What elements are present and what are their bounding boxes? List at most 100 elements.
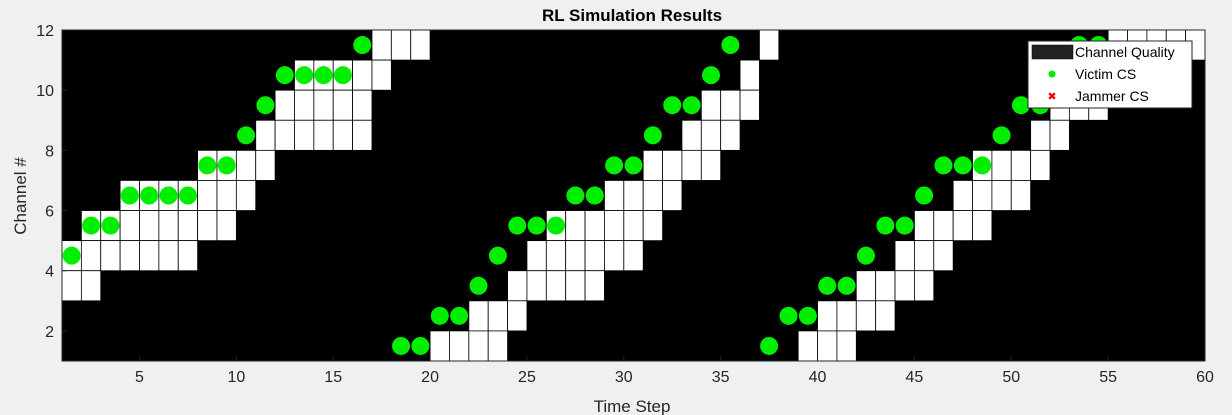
x-tick-label: 50 [1002, 369, 1020, 386]
channel-cell [855, 270, 877, 302]
channel-cell [487, 330, 508, 362]
channel-cell [642, 210, 663, 242]
channel-cell [197, 210, 218, 242]
channel-cell [875, 270, 896, 302]
channel-cell [545, 270, 567, 302]
victim-marker [721, 36, 740, 55]
x-tick-label: 35 [712, 369, 730, 386]
victim-marker [178, 186, 197, 205]
x-tick-label: 25 [518, 369, 536, 386]
channel-cell [700, 89, 722, 121]
channel-cell [313, 119, 334, 151]
victim-marker [837, 276, 856, 295]
channel-cell [972, 180, 993, 211]
victim-marker [237, 126, 256, 145]
victim-marker [818, 276, 837, 295]
victim-marker [159, 186, 178, 205]
victim-marker [760, 336, 779, 355]
channel-cell [468, 300, 489, 332]
channel-cell [991, 149, 1012, 181]
victim-marker [934, 156, 953, 175]
channel-cell [294, 89, 315, 121]
victim-marker [217, 156, 236, 175]
channel-cell [623, 210, 644, 242]
y-tick-label: 12 [36, 23, 54, 40]
channel-cell [177, 240, 199, 272]
channel-cell [991, 180, 1012, 211]
channel-cell [739, 59, 760, 91]
victim-marker [895, 216, 914, 235]
channel-cell [274, 89, 295, 121]
channel-cell [623, 180, 644, 211]
legend-marker-victim [1048, 70, 1056, 78]
victim-marker [140, 186, 159, 205]
victim-marker [663, 96, 682, 115]
channel-cell [855, 300, 877, 332]
channel-cell [565, 210, 586, 242]
channel-cell [952, 180, 973, 211]
channel-cell [410, 29, 431, 61]
plot-area [61, 29, 1206, 362]
chart-title: RL Simulation Results [542, 6, 722, 25]
y-axis-label: Channel # [11, 157, 30, 235]
victim-marker [643, 126, 662, 145]
channel-cell [933, 210, 954, 242]
channel-cell [584, 210, 605, 242]
x-tick-label: 40 [809, 369, 827, 386]
channel-cell [390, 29, 412, 61]
victim-marker [295, 66, 314, 85]
victim-marker [547, 216, 566, 235]
channel-cell [894, 240, 915, 272]
channel-cell [177, 210, 199, 242]
channel-cell [836, 300, 857, 332]
channel-cell [449, 330, 470, 362]
channel-cell [875, 300, 896, 332]
channel-cell [80, 270, 102, 302]
victim-marker [120, 186, 139, 205]
legend-label-jammer: Jammer CS [1075, 88, 1149, 104]
victim-marker [915, 186, 934, 205]
x-tick-label: 15 [324, 369, 342, 386]
channel-cell [662, 180, 683, 211]
victim-marker [256, 96, 275, 115]
channel-cell [933, 240, 954, 272]
victim-marker [392, 336, 411, 355]
channel-cell [662, 149, 683, 181]
victim-marker [605, 156, 624, 175]
victim-marker [62, 246, 81, 265]
channel-cell [371, 29, 392, 61]
channel-cell [604, 180, 625, 211]
victim-marker [992, 126, 1011, 145]
channel-cell [700, 119, 722, 151]
y-tick-label: 8 [45, 143, 54, 160]
channel-cell [235, 180, 257, 211]
victim-marker [411, 336, 430, 355]
y-tick-label: 6 [45, 204, 54, 221]
victim-marker [508, 216, 527, 235]
channel-cell [720, 89, 741, 121]
victim-marker [566, 186, 585, 205]
channel-cell [332, 119, 353, 151]
legend-swatch-channel-quality [1031, 44, 1074, 60]
channel-cell [623, 240, 644, 272]
legend-label-victim: Victim CS [1075, 66, 1136, 82]
channel-cell [972, 210, 993, 242]
victim-markers [62, 36, 1108, 355]
victim-marker [585, 186, 604, 205]
channel-cell [914, 210, 935, 242]
x-tick-label: 45 [906, 369, 924, 386]
channel-cell [352, 59, 373, 91]
channel-cell [216, 180, 237, 211]
x-tick-label: 10 [227, 369, 245, 386]
channel-cell [817, 300, 838, 332]
channel-cell [119, 240, 140, 272]
channel-cell [255, 119, 276, 151]
legend[interactable]: Channel Quality Victim CS ✖ Jammer CS [1027, 40, 1193, 109]
channel-cell [1030, 149, 1051, 181]
channel-cell [700, 149, 722, 181]
victim-marker [275, 66, 294, 85]
channel-cell [1010, 149, 1032, 181]
victim-marker [353, 36, 372, 55]
channel-cell [817, 330, 838, 362]
channel-cell [526, 270, 547, 302]
